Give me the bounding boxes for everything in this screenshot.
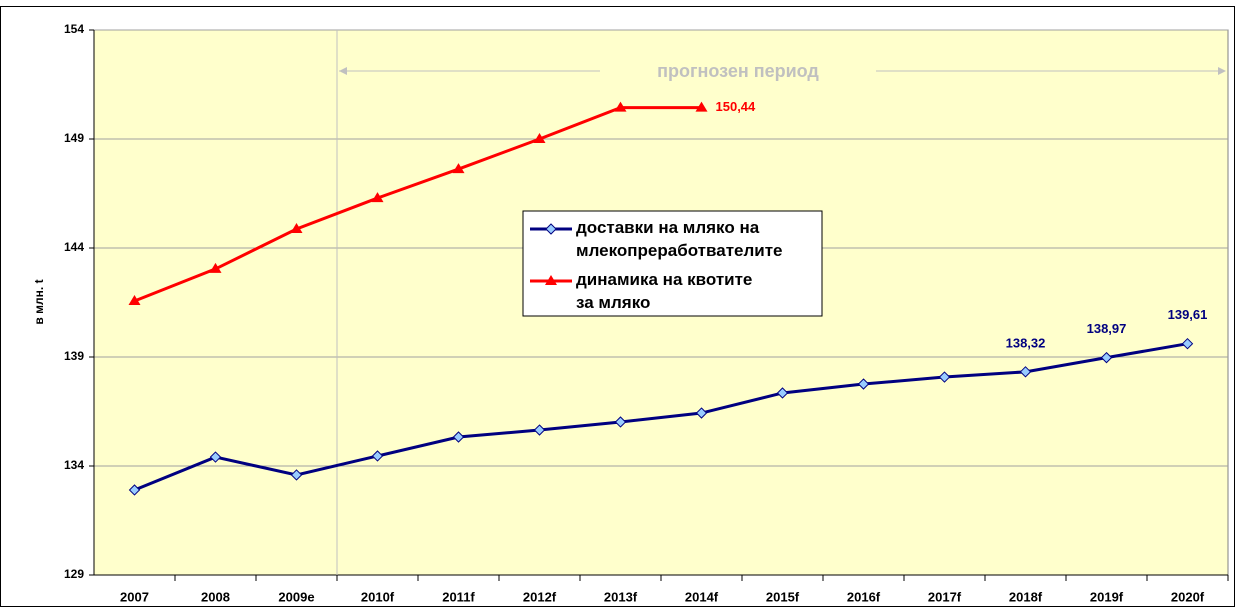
point [290, 223, 303, 234]
point [128, 294, 141, 305]
x-tick-label: 2019f [1090, 589, 1124, 604]
legend: доставки на мляко на млекопреработвателит… [522, 210, 823, 317]
x-tick-label: 2009e [278, 589, 314, 604]
point [128, 484, 141, 496]
data-label: 150,44 [716, 99, 757, 114]
data-label: 139,61 [1168, 307, 1208, 322]
legend-marker [545, 275, 557, 285]
point [371, 192, 384, 203]
y-tick-label: 139 [64, 349, 84, 363]
data-label: 138,32 [1006, 335, 1046, 350]
x-tick-label: 2014f [685, 589, 719, 604]
point [938, 371, 951, 383]
y-tick-label: 129 [64, 567, 84, 581]
point [614, 416, 627, 428]
point [857, 378, 870, 390]
point [371, 450, 384, 462]
y-tick-label: 134 [64, 458, 84, 472]
point [452, 431, 465, 443]
point [209, 262, 222, 273]
x-tick-label: 2016f [847, 589, 881, 604]
y-tick-label: 144 [64, 240, 84, 254]
series-line [133, 106, 702, 303]
point [695, 101, 708, 112]
arrow-head [1218, 67, 1226, 75]
point [452, 163, 465, 174]
series-line [133, 342, 1188, 492]
point [1019, 366, 1032, 378]
x-tick-label: 2018f [1009, 589, 1043, 604]
x-tick-label: 2010f [361, 589, 395, 604]
point [1100, 351, 1113, 364]
x-tick-label: 2013f [604, 589, 638, 604]
point [533, 133, 546, 143]
x-tick-label: 2011f [442, 589, 475, 604]
legend-box [522, 210, 823, 317]
x-tick-label: 2008 [201, 589, 230, 604]
legend-marker [545, 223, 557, 235]
x-tick-label: 2007 [120, 589, 149, 604]
point [1181, 337, 1194, 350]
x-tick-label: 2012f [523, 589, 557, 604]
x-tick-label: 2017f [928, 589, 962, 604]
annotation: прогнозен период [657, 61, 819, 81]
point [695, 407, 708, 419]
x-tick-label: 2015f [766, 589, 800, 604]
point [614, 101, 627, 112]
legend-label: доставки на мляко на млекопреработвателит… [576, 218, 783, 260]
y-axis-label: в млн. t [32, 279, 46, 324]
point [776, 387, 789, 399]
legend-label: динамика на квотите за мляко [576, 270, 752, 312]
point [533, 424, 546, 436]
point [290, 469, 303, 481]
y-tick-label: 154 [64, 22, 84, 36]
point [209, 451, 222, 463]
x-tick-label: 2020f [1171, 589, 1205, 604]
arrow-head [339, 67, 347, 75]
y-tick-label: 149 [64, 131, 84, 145]
data-label: 138,97 [1087, 321, 1127, 336]
